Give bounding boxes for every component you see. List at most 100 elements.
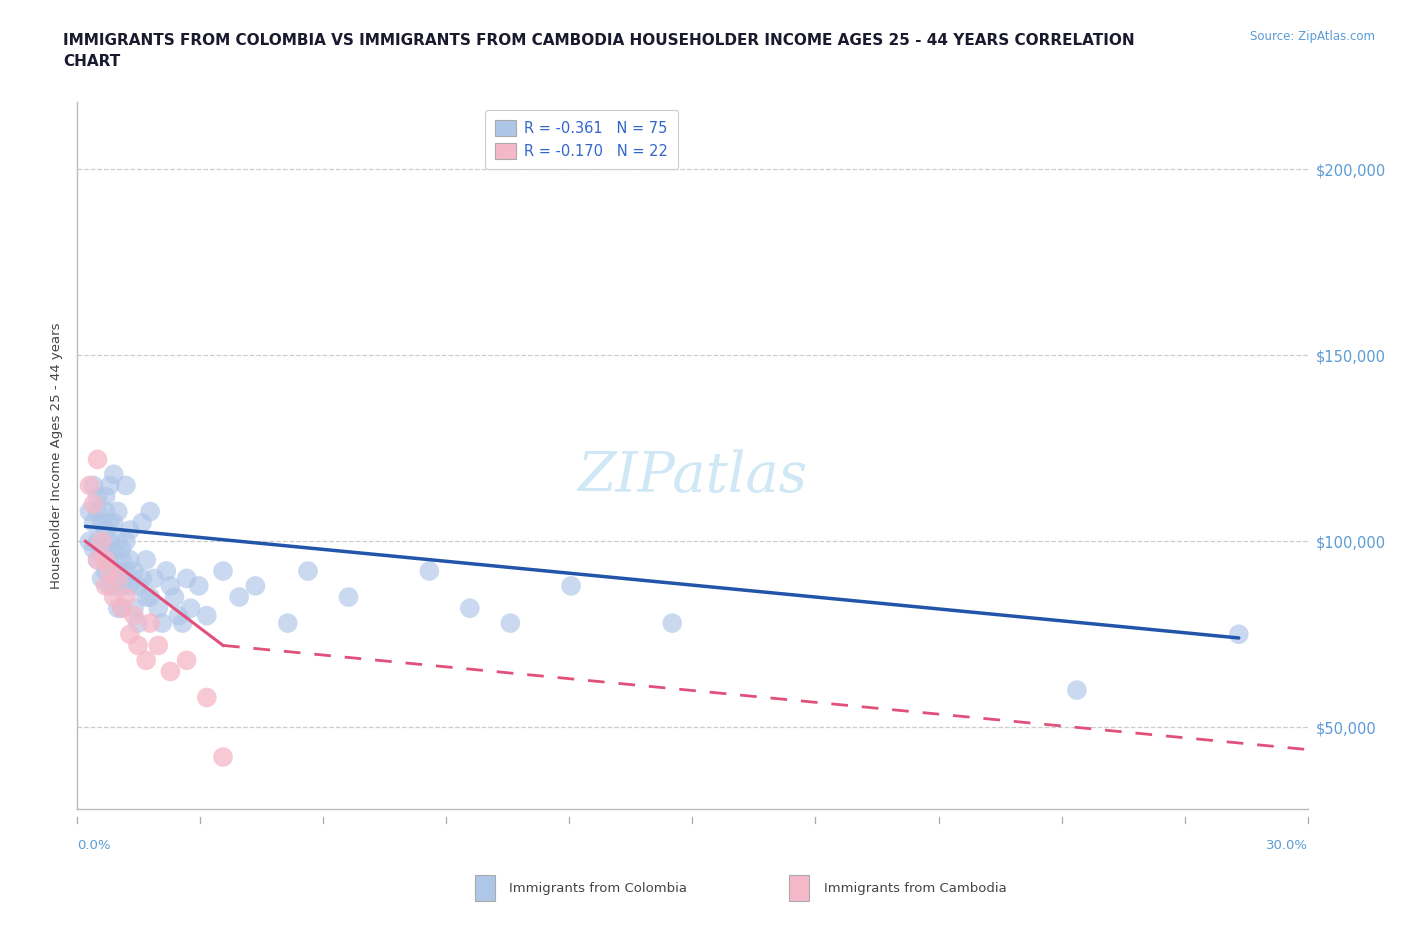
Point bbox=[115, 564, 138, 578]
Point bbox=[90, 545, 112, 560]
Point bbox=[163, 590, 186, 604]
Point bbox=[79, 504, 101, 519]
Y-axis label: Householder Income Ages 25 - 44 years: Householder Income Ages 25 - 44 years bbox=[51, 323, 63, 589]
Point bbox=[131, 515, 153, 530]
Point bbox=[83, 541, 105, 556]
Point bbox=[150, 616, 173, 631]
Point bbox=[98, 564, 121, 578]
Text: Source: ZipAtlas.com: Source: ZipAtlas.com bbox=[1250, 30, 1375, 43]
Point bbox=[418, 564, 440, 578]
Point bbox=[127, 616, 149, 631]
Point bbox=[135, 590, 157, 604]
Point bbox=[122, 601, 145, 616]
Point bbox=[187, 578, 209, 593]
Point bbox=[86, 452, 108, 467]
Point bbox=[127, 638, 149, 653]
Text: ZIPatlas: ZIPatlas bbox=[578, 449, 807, 504]
Point bbox=[115, 590, 138, 604]
Point bbox=[103, 545, 125, 560]
Point bbox=[228, 590, 250, 604]
Point bbox=[107, 571, 129, 586]
Point bbox=[212, 750, 235, 764]
Point bbox=[118, 552, 141, 567]
Point bbox=[86, 489, 108, 504]
Point bbox=[111, 541, 134, 556]
Point bbox=[107, 564, 129, 578]
Point bbox=[98, 578, 121, 593]
Text: 0.0%: 0.0% bbox=[77, 839, 111, 852]
Point bbox=[103, 578, 125, 593]
Point bbox=[94, 489, 117, 504]
Point bbox=[1066, 683, 1088, 698]
Point bbox=[103, 515, 125, 530]
Point bbox=[107, 601, 129, 616]
Point bbox=[245, 578, 267, 593]
Point bbox=[94, 504, 117, 519]
Point bbox=[94, 523, 117, 538]
Point bbox=[195, 690, 218, 705]
Point bbox=[83, 478, 105, 493]
Point bbox=[127, 578, 149, 593]
Point bbox=[107, 534, 129, 549]
Point bbox=[98, 534, 121, 549]
Point bbox=[90, 515, 112, 530]
Point bbox=[111, 601, 134, 616]
Point bbox=[458, 601, 481, 616]
Point bbox=[83, 497, 105, 512]
Point bbox=[560, 578, 582, 593]
Point bbox=[139, 616, 162, 631]
Point bbox=[195, 608, 218, 623]
Point bbox=[94, 552, 117, 567]
Text: Immigrants from Colombia: Immigrants from Colombia bbox=[509, 882, 688, 895]
Point bbox=[115, 534, 138, 549]
Text: Immigrants from Cambodia: Immigrants from Cambodia bbox=[824, 882, 1007, 895]
Point bbox=[148, 601, 170, 616]
Point bbox=[94, 578, 117, 593]
Point bbox=[499, 616, 522, 631]
Point bbox=[661, 616, 683, 631]
Point bbox=[155, 564, 177, 578]
Point bbox=[176, 653, 198, 668]
Point bbox=[111, 578, 134, 593]
Point bbox=[90, 571, 112, 586]
Point bbox=[143, 571, 166, 586]
Point bbox=[90, 534, 112, 549]
Point bbox=[139, 590, 162, 604]
Point bbox=[122, 564, 145, 578]
Text: 30.0%: 30.0% bbox=[1265, 839, 1308, 852]
Point bbox=[86, 552, 108, 567]
Point bbox=[172, 616, 194, 631]
Point bbox=[111, 601, 134, 616]
Point bbox=[176, 571, 198, 586]
Point bbox=[159, 664, 181, 679]
Point bbox=[83, 515, 105, 530]
Point bbox=[79, 478, 101, 493]
Point bbox=[122, 608, 145, 623]
Point bbox=[118, 578, 141, 593]
Point bbox=[167, 608, 190, 623]
Point bbox=[139, 504, 162, 519]
Point bbox=[135, 552, 157, 567]
Point bbox=[103, 590, 125, 604]
Point bbox=[180, 601, 202, 616]
Point bbox=[111, 552, 134, 567]
Point bbox=[159, 578, 181, 593]
Point bbox=[98, 515, 121, 530]
Point bbox=[1227, 627, 1250, 642]
Point bbox=[86, 504, 108, 519]
Point bbox=[297, 564, 319, 578]
Point bbox=[118, 523, 141, 538]
Point bbox=[148, 638, 170, 653]
Point bbox=[115, 478, 138, 493]
Point bbox=[277, 616, 299, 631]
Point bbox=[135, 653, 157, 668]
Point bbox=[98, 478, 121, 493]
Point bbox=[79, 534, 101, 549]
Legend: R = -0.361   N = 75, R = -0.170   N = 22: R = -0.361 N = 75, R = -0.170 N = 22 bbox=[485, 110, 679, 169]
Point bbox=[94, 564, 117, 578]
Point bbox=[118, 627, 141, 642]
Point bbox=[103, 467, 125, 482]
Point bbox=[98, 552, 121, 567]
Point bbox=[86, 552, 108, 567]
Point bbox=[86, 534, 108, 549]
